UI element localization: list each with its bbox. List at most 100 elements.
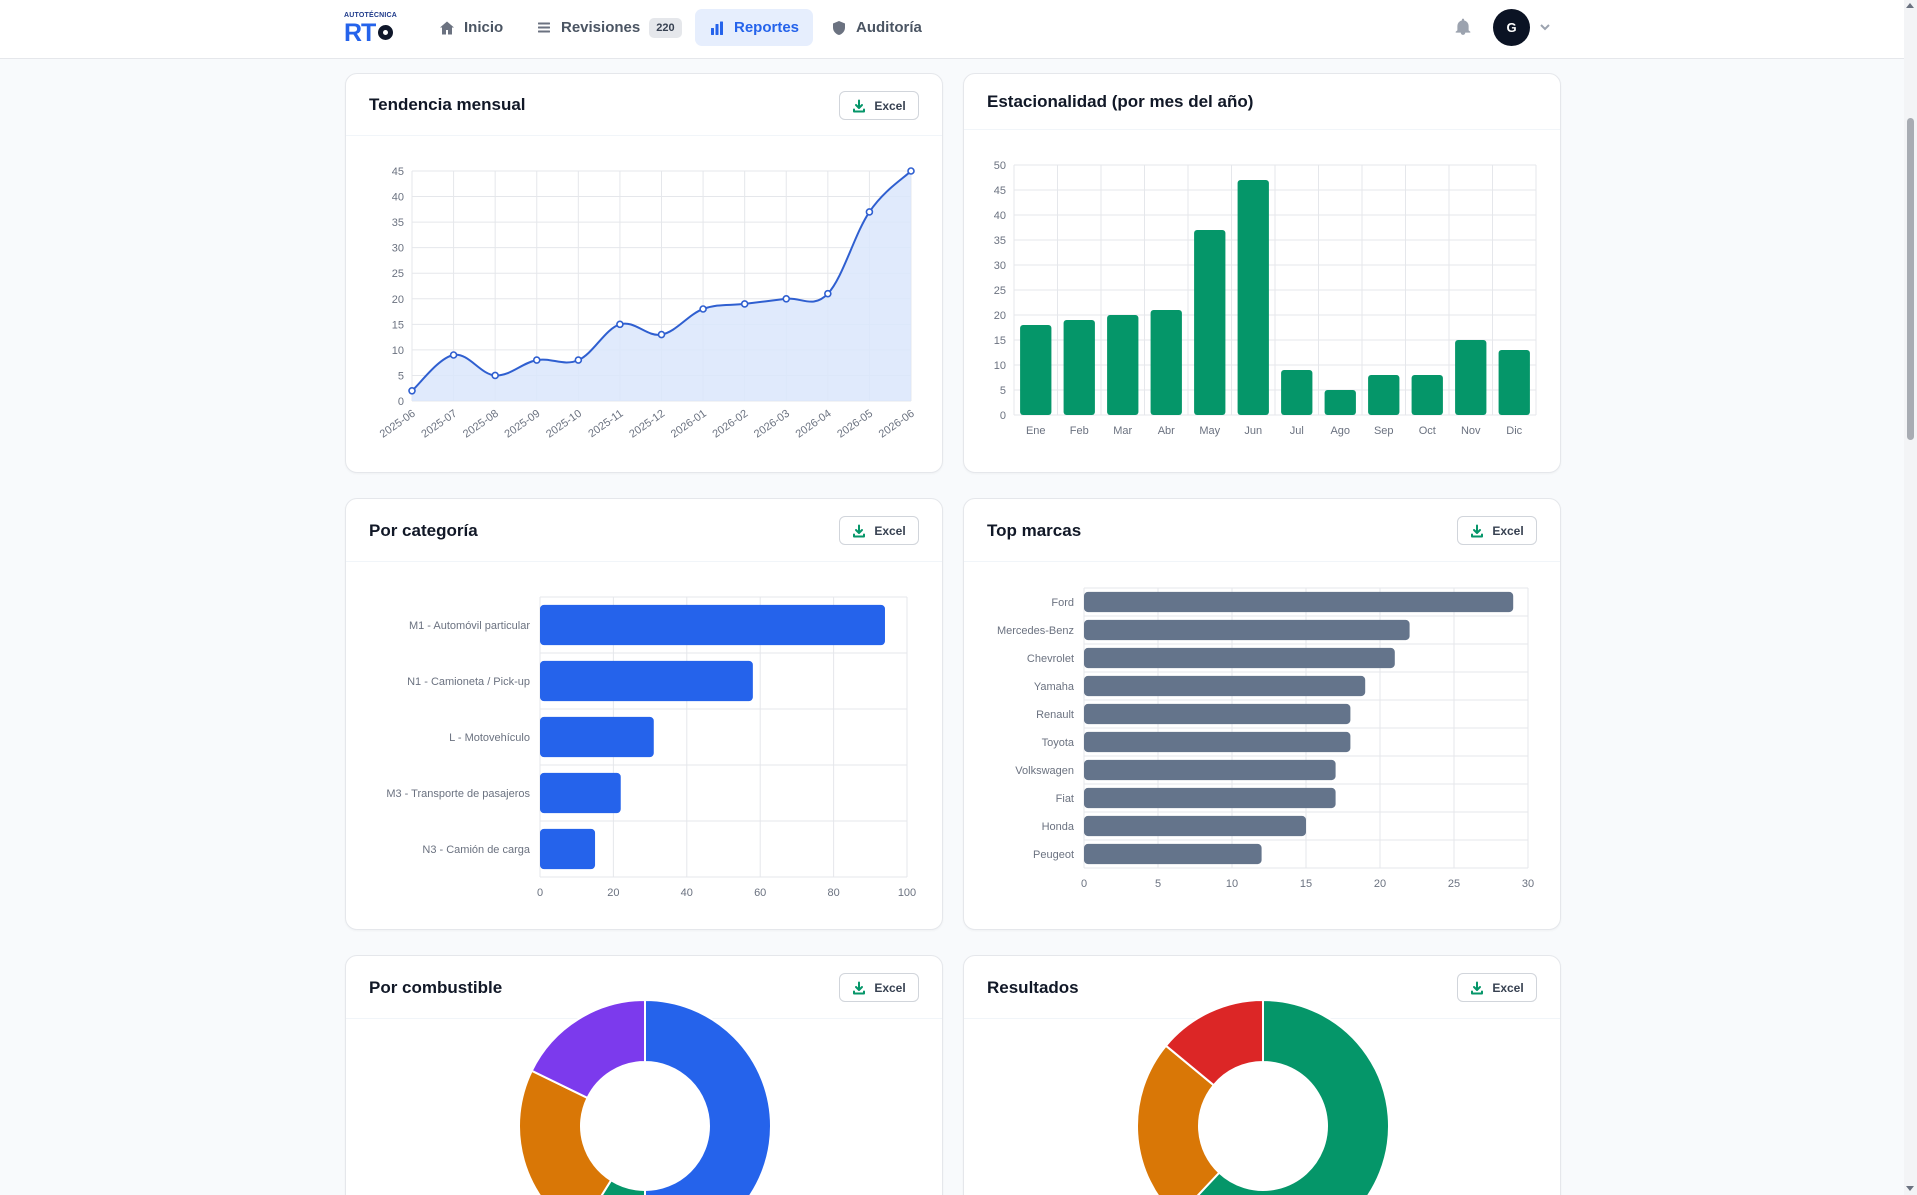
page-scrollbar[interactable] xyxy=(1904,0,1917,1195)
scroll-down-arrow-icon[interactable] xyxy=(1906,1186,1914,1191)
bar-chart-icon xyxy=(711,21,723,35)
bar xyxy=(1084,843,1262,865)
excel-export-button[interactable]: Excel xyxy=(1457,516,1537,545)
excel-export-label: Excel xyxy=(874,98,906,113)
y-tick-label: Yamaha xyxy=(1034,681,1075,693)
x-tick-label: 2026-04 xyxy=(794,408,834,441)
download-icon xyxy=(1471,524,1484,537)
bar xyxy=(540,828,596,870)
bar xyxy=(1084,675,1366,697)
card-title: Por categoría xyxy=(369,521,478,540)
x-tick-label: 15 xyxy=(1300,878,1312,890)
card-por-categoria: Por categoría Excel 0 20 40 60 80 100 M1 - Aut… xyxy=(345,498,943,930)
bar xyxy=(1455,340,1487,415)
x-tick-label: Oct xyxy=(1419,425,1436,437)
x-tick-label: Ago xyxy=(1330,425,1350,437)
nav-item-auditoria[interactable]: Auditoría xyxy=(817,9,936,46)
y-tick-label: Toyota xyxy=(1042,737,1075,749)
x-tick-label: 0 xyxy=(1081,878,1087,890)
x-tick-label: 2025-10 xyxy=(544,408,584,441)
chevron-down-icon xyxy=(1540,24,1550,31)
nav-item-reportes[interactable]: Reportes xyxy=(695,9,814,46)
card-por-combustible: Por combustible Excel xyxy=(345,955,943,1195)
shield-icon xyxy=(833,20,845,35)
card-title: Por combustible xyxy=(369,978,503,997)
y-tick-label: Renault xyxy=(1036,709,1074,721)
y-tick-label: 45 xyxy=(392,166,404,178)
brands-bar-chart: 0 5 10 15 20 25 30 Ford Mercedes-Benz Chevrolet Ya… xyxy=(997,587,1534,890)
donut-slice xyxy=(644,998,772,1195)
x-tick-label: 2025-08 xyxy=(461,408,501,441)
bar xyxy=(540,604,885,646)
y-tick-label: 15 xyxy=(994,335,1006,347)
data-point xyxy=(740,300,749,308)
x-tick-label: Ene xyxy=(1026,425,1046,437)
card-title: Top marcas xyxy=(987,521,1082,540)
x-tick-label: 2025-07 xyxy=(419,408,459,441)
logo-wordmark: RT xyxy=(344,19,376,47)
wheel-icon xyxy=(378,25,393,40)
donut-slice xyxy=(530,998,646,1100)
x-tick-label: 80 xyxy=(827,887,839,899)
card-top-marcas: Top marcas Excel 0 5 10 15 20 25 30 Ford Mercede… xyxy=(963,498,1561,930)
bar xyxy=(1084,815,1306,837)
bar xyxy=(1237,180,1269,415)
area-fill xyxy=(412,171,911,401)
x-tick-label: 10 xyxy=(1226,878,1238,890)
data-point xyxy=(782,294,791,303)
x-tick-label: May xyxy=(1199,425,1220,437)
x-tick-label: 2026-02 xyxy=(710,408,750,441)
excel-export-button[interactable]: Excel xyxy=(1457,973,1537,1002)
notifications-button[interactable] xyxy=(1454,18,1472,36)
y-tick-label: 35 xyxy=(994,235,1006,247)
y-tick-label: N1 - Camioneta / Pick-up xyxy=(407,676,530,688)
bar xyxy=(1411,375,1443,415)
scroll-up-arrow-icon[interactable] xyxy=(1906,3,1914,8)
data-point xyxy=(574,356,583,364)
excel-export-label: Excel xyxy=(1492,523,1524,538)
y-tick-label: Mercedes-Benz xyxy=(997,625,1074,637)
y-tick-label: Peugeot xyxy=(1033,849,1074,861)
nav-item-inicio[interactable]: Inicio xyxy=(425,9,517,46)
y-tick-label: 20 xyxy=(994,310,1006,322)
user-avatar[interactable]: G xyxy=(1493,9,1530,46)
y-tick-label: 40 xyxy=(994,210,1006,222)
x-tick-label: 40 xyxy=(681,887,693,899)
x-tick-label: 60 xyxy=(754,887,766,899)
card-estacionalidad: Estacionalidad (por mes del año) 0 5 10 15 2… xyxy=(963,73,1561,473)
x-tick-label: 2025-06 xyxy=(378,408,418,441)
y-tick-label: Honda xyxy=(1042,821,1075,833)
card-header: Tendencia mensual Excel xyxy=(346,74,942,136)
y-tick-label: 10 xyxy=(392,345,404,357)
excel-export-button[interactable]: Excel xyxy=(839,516,919,545)
seasonality-bar-chart: 0 5 10 15 20 25 30 35 40 45 50 Ene Feb Mar Abr May Jun Ju… xyxy=(994,160,1537,437)
excel-export-button[interactable]: Excel xyxy=(839,973,919,1002)
y-tick-label: 0 xyxy=(398,396,404,408)
scrollbar-thumb[interactable] xyxy=(1907,118,1914,440)
bar xyxy=(540,772,621,814)
y-tick-label: M1 - Automóvil particular xyxy=(409,620,530,632)
bar xyxy=(540,716,654,758)
download-icon xyxy=(1471,981,1484,994)
card-header: Por categoría Excel xyxy=(346,499,942,562)
excel-export-button[interactable]: Excel xyxy=(839,91,919,120)
app-logo[interactable]: AUTOTÉCNICA RT xyxy=(344,12,397,47)
data-point xyxy=(408,386,416,395)
x-tick-label: 0 xyxy=(537,887,543,899)
data-point xyxy=(616,320,624,329)
x-tick-label: 2026-06 xyxy=(877,408,917,441)
x-tick-label: 2026-01 xyxy=(669,408,709,441)
card-tendencia-mensual: Tendencia mensual Excel 0 5 10 15 20 25 30 35 40… xyxy=(345,73,943,473)
data-point xyxy=(657,330,666,339)
user-menu-toggle[interactable] xyxy=(1538,20,1552,34)
x-tick-label: Jun xyxy=(1244,425,1262,437)
nav-item-revisiones[interactable]: Revisiones 220 xyxy=(522,9,696,46)
bar xyxy=(1084,731,1351,753)
bar xyxy=(1324,390,1356,415)
y-tick-label: Fiat xyxy=(1056,793,1074,805)
x-tick-label: Feb xyxy=(1070,425,1089,437)
x-tick-label: 2025-12 xyxy=(627,408,667,441)
bar xyxy=(1084,759,1336,781)
x-tick-label: 30 xyxy=(1522,878,1534,890)
